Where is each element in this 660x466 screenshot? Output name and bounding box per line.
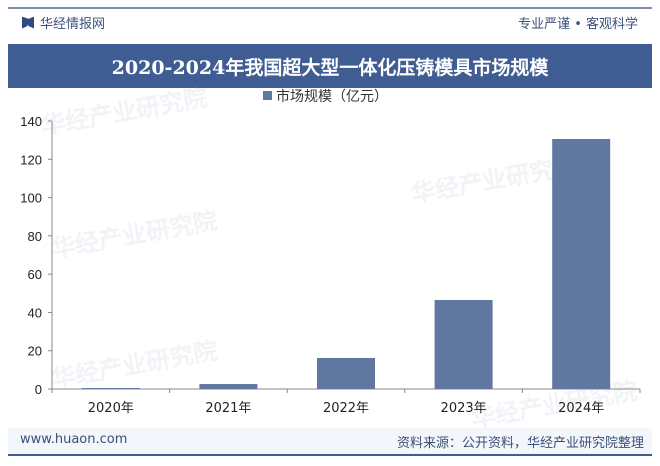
slogan: 专业严谨 • 客观科学 [518,17,638,32]
brand-logo: 华经情报网 [22,13,105,32]
x-tick-label: 2021年 [205,401,251,416]
x-tick-label: 2022年 [323,401,369,416]
website: www.huaon.com [20,432,128,447]
y-tick-label: 80 [28,229,42,244]
bar [81,388,140,389]
y-tick-label: 60 [28,267,42,282]
logo-icon [22,16,34,29]
bar [317,357,375,389]
y-tick-label: 20 [28,344,42,359]
x-tick-label: 2023年 [441,401,487,416]
source-note: 资料来源：公开资料，华经产业研究院整理 [396,436,644,451]
legend-label: 市场规模（亿元） [276,88,388,105]
footer: www.huaon.com 资料来源：公开资料，华经产业研究院整理 [8,428,652,456]
y-tick-label: 0 [35,382,42,397]
chart-title-bar: 2020-2024年我国超大型一体化压铸模具市场规模 [8,44,652,88]
brand-name: 华经情报网 [40,17,106,32]
y-tick-label: 40 [28,305,42,320]
y-tick-label: 100 [20,191,42,206]
top-divider [8,7,652,9]
legend-swatch [263,91,272,100]
bar [199,384,258,389]
x-tick-label: 2024年 [558,401,604,416]
bar [434,299,493,389]
y-tick-label: 140 [20,114,42,129]
chart-title: 2020-2024年我国超大型一体化压铸模具市场规模 [111,56,549,79]
bar [552,138,611,389]
y-tick-label: 120 [20,152,42,167]
x-tick-label: 2020年 [88,401,134,416]
